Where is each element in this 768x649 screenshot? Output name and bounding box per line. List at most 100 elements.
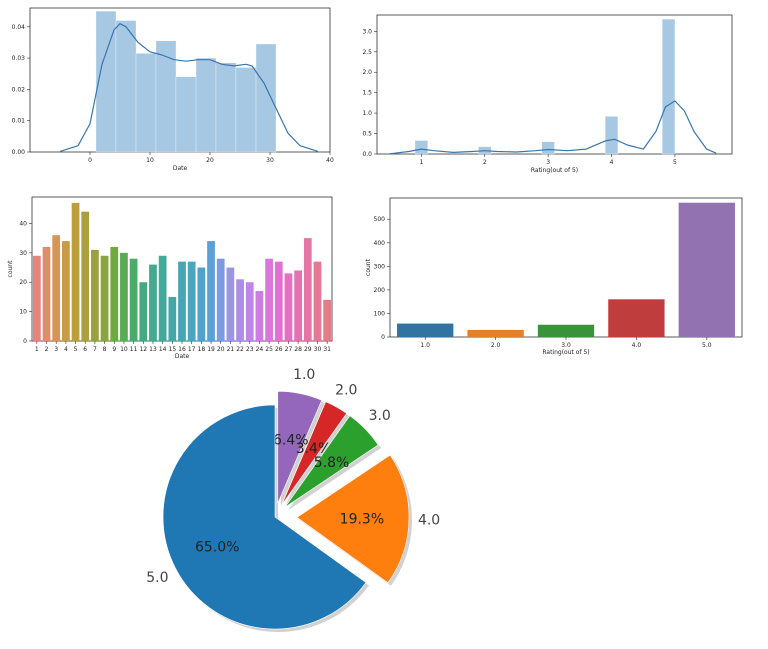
x-tick-label: 15 [169, 346, 177, 353]
bar [303, 238, 312, 341]
bar [207, 241, 215, 341]
pie-slice [296, 454, 410, 584]
kde-line [59, 23, 319, 152]
y-tick-label: 0.04 [12, 24, 26, 31]
x-axis-label: Rating(out of 5) [542, 349, 589, 356]
bar [158, 255, 167, 341]
plot-frame [376, 14, 733, 155]
bar [537, 324, 595, 337]
bar [129, 258, 138, 341]
pie-slice [162, 404, 367, 630]
y-tick-label: 0 [23, 338, 27, 345]
y-tick-label: 200 [374, 287, 386, 294]
pie-label: 1.0 [293, 367, 315, 383]
bar [294, 270, 302, 341]
bar [168, 296, 177, 341]
y-tick-label: 400 [374, 240, 386, 247]
bar [197, 267, 206, 341]
pie-slice [281, 401, 348, 505]
bar [178, 261, 186, 341]
x-tick-label: 4 [64, 346, 68, 353]
x-tick-label: 24 [256, 346, 264, 353]
y-tick-label: 0 [381, 334, 385, 341]
hist-bar [215, 62, 237, 153]
bar [91, 249, 99, 341]
y-tick-label: 300 [374, 263, 386, 270]
x-tick-label: 5 [74, 346, 78, 353]
x-tick-label: 22 [236, 346, 244, 353]
bar [216, 258, 225, 341]
y-tick-label: 10 [19, 309, 27, 316]
y-axis-label: count [7, 260, 14, 278]
hist-bar [175, 76, 197, 153]
y-tick-label: 40 [19, 220, 27, 227]
y-tick-label: 0.5 [362, 131, 372, 138]
x-tick-label: 1 [419, 159, 423, 166]
y-tick-label: 0.00 [12, 149, 26, 156]
x-tick-label: 6 [83, 346, 87, 353]
y-tick-label: 2.0 [362, 69, 372, 76]
bar [226, 267, 235, 341]
x-tick-label: 12 [139, 346, 147, 353]
x-tick-label: 10 [120, 346, 128, 353]
bar [149, 264, 157, 341]
y-tick-label: 0.03 [12, 55, 26, 62]
bar [187, 261, 196, 341]
y-tick-label: 0.01 [12, 118, 26, 125]
x-tick-label: 40 [326, 157, 334, 164]
bar [313, 261, 322, 341]
x-tick-label: 18 [198, 346, 206, 353]
rating-count-chart: 1.0 2.0 3.0 4.0 5.0 0 100 200 300 400 500 Rating(ou… [365, 197, 743, 356]
hist-bar [195, 57, 217, 153]
hist-bar [414, 140, 428, 155]
pie-label: 3.0 [369, 408, 391, 424]
rating-pie-chart: 1.0 6.4% 2.0 3.4% 3.0 5.8% 4.0 19.3% 5.0 65.0% [146, 367, 440, 632]
bar [608, 299, 665, 337]
y-tick-label: 0.02 [12, 86, 26, 93]
x-tick-label: 27 [285, 346, 293, 353]
bar [110, 246, 119, 341]
hist-bar [115, 20, 137, 153]
x-tick-label: 3.0 [561, 342, 571, 349]
pie-label: 5.0 [146, 570, 168, 586]
y-tick-label: 20 [19, 279, 27, 286]
x-axis-label: Date [175, 353, 190, 360]
x-tick-label: 23 [246, 346, 254, 353]
bar [81, 211, 90, 341]
hist-bar [541, 141, 555, 155]
x-tick-label: 4 [610, 159, 614, 166]
hist-bar [605, 116, 619, 155]
hist-bar [255, 43, 277, 153]
x-tick-label: 21 [227, 346, 235, 353]
x-tick-label: 1 [35, 346, 39, 353]
hist-bar [235, 67, 257, 153]
hist-bar [662, 18, 676, 155]
bar [62, 241, 70, 341]
pie-pct-label: 65.0% [195, 540, 239, 556]
x-tick-label: 1.0 [420, 342, 430, 349]
x-tick-label: 2 [483, 159, 487, 166]
bar [274, 261, 283, 341]
hist-bar [155, 40, 177, 153]
y-tick-label: 100 [374, 310, 386, 317]
x-tick-label: 30 [266, 157, 274, 164]
y-axis-label: count [365, 258, 372, 276]
y-tick-label: 0.0 [362, 151, 372, 158]
x-tick-label: 5.0 [702, 342, 712, 349]
x-tick-label: 20 [206, 157, 214, 164]
pie-label: 4.0 [418, 513, 440, 529]
x-tick-label: 10 [146, 157, 154, 164]
bar [255, 291, 264, 341]
y-tick-label: 2.5 [362, 49, 372, 56]
bar [71, 202, 80, 341]
y-tick-label: 500 [374, 216, 386, 223]
x-tick-label: 17 [188, 346, 196, 353]
bar [32, 255, 41, 341]
bar [52, 235, 61, 341]
x-tick-label: 8 [103, 346, 107, 353]
bar [120, 252, 128, 341]
bar [245, 282, 254, 341]
bar [397, 323, 454, 337]
x-tick-label: 14 [159, 346, 167, 353]
